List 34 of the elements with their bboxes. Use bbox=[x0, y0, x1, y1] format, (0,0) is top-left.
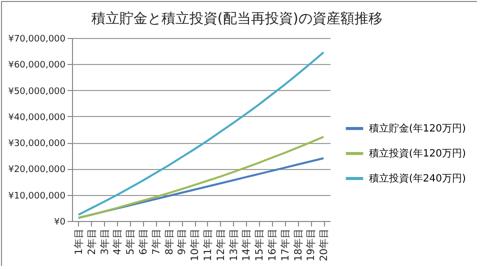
x-tick-label: 1年目 bbox=[72, 228, 85, 255]
x-tick-label: 20年目 bbox=[318, 228, 330, 262]
x-tick-label: 3年目 bbox=[98, 228, 111, 255]
x-tick-label: 6年目 bbox=[137, 228, 150, 255]
y-tick-label: ¥30,000,000 bbox=[8, 139, 66, 150]
x-tick-label: 11年目 bbox=[202, 228, 214, 262]
y-tick-label: ¥40,000,000 bbox=[8, 112, 66, 123]
y-tick-label: ¥10,000,000 bbox=[8, 191, 66, 202]
y-tick-label: ¥50,000,000 bbox=[8, 86, 66, 97]
line-series bbox=[77, 51, 325, 216]
x-tick-label: 2年目 bbox=[86, 228, 98, 255]
x-tick-label: 7年目 bbox=[150, 228, 162, 255]
chart-title: 積立貯金と積立投資(配当再投資)の資産額推移 bbox=[91, 11, 382, 27]
x-tick-label: 5年目 bbox=[124, 228, 137, 255]
x-tick-label: 14年目 bbox=[240, 228, 253, 262]
line-series bbox=[77, 136, 325, 219]
x-tick-label: 16年目 bbox=[266, 228, 278, 262]
legend-label: 積立貯金(年120万円) bbox=[369, 122, 466, 134]
y-tick-label: ¥20,000,000 bbox=[8, 165, 66, 176]
x-tick-label: 9年目 bbox=[176, 228, 188, 255]
x-tick-label: 4年目 bbox=[112, 228, 124, 255]
x-tick-label: 19年目 bbox=[305, 228, 318, 262]
legend-label: 積立投資(年120万円) bbox=[369, 148, 466, 160]
y-tick-label: ¥0 bbox=[54, 218, 66, 228]
x-tick-label: 8年目 bbox=[163, 228, 176, 255]
x-tick-label: 18年目 bbox=[292, 228, 304, 262]
x-tick-label: 15年目 bbox=[254, 228, 266, 262]
y-tick-label: ¥70,000,000 bbox=[8, 34, 66, 44]
x-tick-label: 17年目 bbox=[279, 228, 292, 262]
x-tick-label: 12年目 bbox=[214, 228, 227, 262]
y-tick-label: ¥60,000,000 bbox=[8, 60, 66, 71]
x-tick-label: 10年目 bbox=[189, 228, 202, 262]
x-tick-label: 13年目 bbox=[228, 228, 240, 262]
legend-label: 積立投資(年240万円) bbox=[369, 172, 466, 184]
